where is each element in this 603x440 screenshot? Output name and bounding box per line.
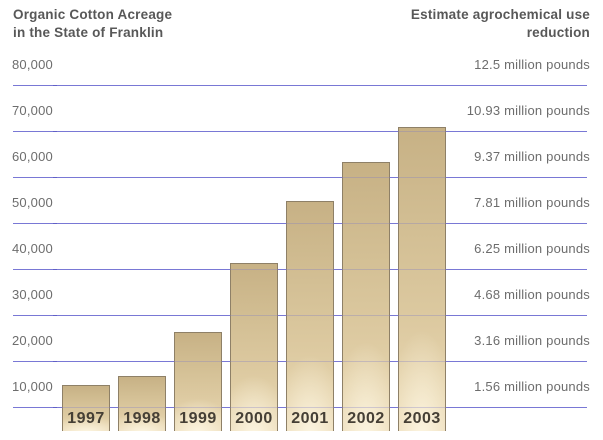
right-axis-tick-label: 4.68 million pounds (474, 287, 590, 302)
bar-year-label: 1997 (67, 410, 105, 427)
y-axis-tick-label: 60,000 (12, 149, 53, 164)
gridline-overlay (13, 177, 587, 178)
y-axis-tick-label: 40,000 (12, 241, 53, 256)
chart-title-right: Estimate agrochemical use reduction (411, 6, 590, 42)
gridline (13, 131, 587, 132)
bar (398, 127, 446, 431)
bar (62, 385, 110, 431)
gridline-overlay (13, 407, 587, 408)
gridline-overlay (13, 85, 587, 86)
y-axis-tick-label: 50,000 (12, 195, 53, 210)
gridline (13, 177, 587, 178)
bar-year-label: 1999 (179, 410, 217, 427)
bar-year-label: 2001 (291, 410, 329, 427)
gridline-overlay (13, 269, 587, 270)
bar-year-label: 2002 (347, 410, 385, 427)
gridline (13, 85, 587, 86)
gridline-overlay (13, 131, 587, 132)
chart-title-right-line2: reduction (526, 25, 590, 40)
chart-title-left-line1: Organic Cotton Acreage (13, 7, 173, 22)
bar (286, 201, 334, 431)
gridline-overlay (13, 315, 587, 316)
gridline-overlay (13, 223, 587, 224)
bar (174, 332, 222, 431)
right-axis-tick-label: 10.93 million pounds (466, 103, 590, 118)
right-axis-tick-label: 3.16 million pounds (474, 333, 590, 348)
y-axis-tick-label: 70,000 (12, 103, 53, 118)
bar-year-label: 2003 (403, 410, 441, 427)
right-axis-tick-label: 6.25 million pounds (474, 241, 590, 256)
bar (118, 375, 166, 431)
bar (230, 263, 278, 431)
y-axis-tick-label: 10,000 (12, 379, 53, 394)
y-axis-tick-label: 20,000 (12, 333, 53, 348)
bar (342, 161, 390, 431)
right-axis-tick-label: 1.56 million pounds (474, 379, 590, 394)
y-axis-tick-label: 80,000 (12, 57, 53, 72)
gridline-overlay (13, 361, 587, 362)
chart-title-left-line2: in the State of Franklin (13, 25, 164, 40)
chart-title-left: Organic Cotton Acreage in the State of F… (13, 6, 172, 42)
chart-title-right-line1: Estimate agrochemical use (410, 7, 590, 22)
y-axis-tick-label: 30,000 (12, 287, 53, 302)
right-axis-tick-label: 12.5 million pounds (474, 57, 590, 72)
right-axis-tick-label: 7.81 million pounds (474, 195, 590, 210)
bar-year-label: 2000 (235, 410, 273, 427)
right-axis-tick-label: 9.37 million pounds (474, 149, 590, 164)
bar-year-label: 1998 (123, 410, 161, 427)
